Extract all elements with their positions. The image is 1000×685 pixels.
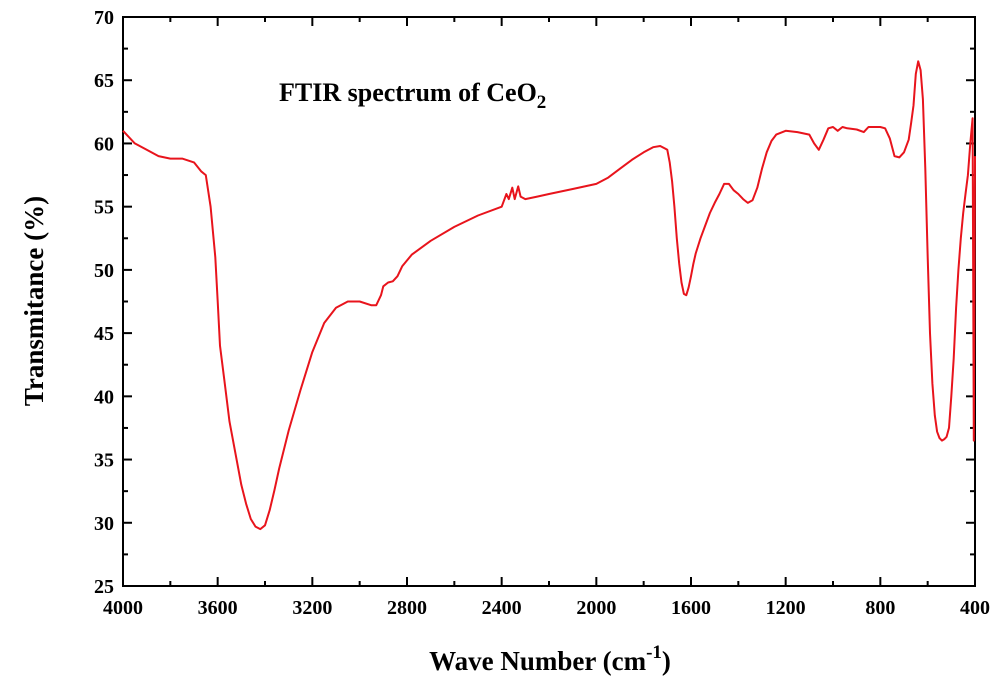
y-tick-label: 50 [94, 260, 114, 282]
x-tick-label: 3600 [198, 597, 238, 619]
axis-ticks [122, 16, 976, 587]
spectrum-line [122, 60, 976, 531]
plot-frame [122, 16, 976, 587]
y-tick-label: 35 [94, 450, 114, 472]
y-tick-label: 60 [94, 133, 114, 155]
y-tick-label: 65 [94, 70, 114, 92]
y-tick-label: 45 [94, 323, 114, 345]
y-tick-label: 40 [94, 386, 114, 408]
x-axis-title: Wave Number (cm-1) [429, 642, 671, 676]
chart-title: FTIR spectrum of CeO2 [279, 78, 546, 113]
y-tick-label: 30 [94, 513, 114, 535]
y-tick-label: 70 [94, 7, 114, 29]
y-tick-label: 55 [94, 197, 114, 219]
axis-tick-labels: 4000 3600 3200 2800 2400 2000 1600 1200 800 400 25… [94, 7, 990, 619]
y-axis-title: Transmitance (%) [19, 196, 49, 406]
x-tick-label: 2800 [387, 597, 427, 619]
x-tick-label: 2000 [576, 597, 616, 619]
x-tick-label: 1200 [766, 597, 806, 619]
x-tick-label: 2400 [482, 597, 522, 619]
x-tick-label: 800 [865, 597, 895, 619]
x-tick-label: 1600 [671, 597, 711, 619]
x-tick-label: 4000 [103, 597, 143, 619]
y-tick-label: 25 [94, 576, 114, 598]
x-tick-label: 3200 [292, 597, 332, 619]
x-tick-label: 400 [960, 597, 990, 619]
